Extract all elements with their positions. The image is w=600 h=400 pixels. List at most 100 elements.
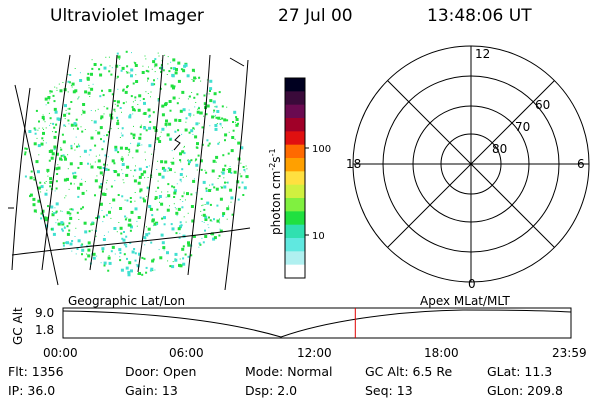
emission-dot (122, 161, 124, 162)
emission-dot (201, 237, 203, 239)
instrument-title: Ultraviolet Imager (50, 6, 204, 26)
emission-dot (177, 61, 181, 65)
emission-dot (116, 116, 119, 119)
emission-dot (167, 167, 170, 170)
emission-dot (102, 167, 105, 169)
emission-dot (208, 189, 212, 192)
emission-dot (226, 181, 229, 184)
emission-dot (143, 236, 147, 240)
gc-altitude: GC Alt: 6.5 Re (365, 364, 453, 379)
emission-dot (68, 123, 70, 125)
emission-dot (64, 157, 67, 161)
emission-dot (193, 96, 196, 99)
emission-dot (235, 116, 238, 119)
emission-dot (63, 248, 65, 249)
emission-dot (88, 84, 90, 86)
emission-dot (220, 119, 222, 120)
emission-dot (49, 90, 52, 93)
colorbar-cell (285, 171, 305, 186)
emission-dot (166, 208, 170, 212)
emission-dot (148, 205, 152, 208)
emission-dot (203, 131, 205, 133)
emission-dot (107, 168, 110, 171)
emission-dot (110, 217, 112, 219)
emission-dot (201, 126, 204, 129)
emission-dot (75, 118, 78, 121)
emission-dot (182, 69, 186, 73)
emission-dot (25, 147, 28, 150)
emission-dot (105, 56, 107, 58)
emission-dot (91, 59, 93, 61)
emission-dot (161, 113, 165, 117)
emission-dot (173, 186, 176, 189)
emission-dot (139, 100, 141, 102)
emission-dot (186, 192, 189, 196)
emission-dot (180, 68, 183, 71)
emission-dot (194, 106, 196, 108)
emission-dot (237, 141, 241, 145)
emission-dot (177, 227, 181, 231)
emission-dot (162, 69, 165, 72)
mlt-label-12: 12 (475, 47, 490, 61)
emission-dot (129, 72, 131, 74)
emission-dot (103, 135, 105, 137)
emission-dot (126, 165, 130, 169)
emission-dot (188, 109, 190, 111)
emission-dot (77, 98, 79, 100)
emission-dot (145, 159, 146, 161)
emission-dot (149, 207, 153, 211)
emission-dot (134, 200, 136, 202)
emission-dot (81, 178, 83, 180)
emission-dot (118, 58, 120, 60)
emission-dot (116, 231, 118, 233)
emission-dot (140, 172, 144, 176)
emission-dot (132, 133, 136, 137)
emission-dot (76, 211, 79, 214)
emission-dot (59, 89, 63, 93)
emission-dot (222, 212, 226, 216)
emission-dot (95, 217, 98, 219)
emission-dot (67, 80, 70, 83)
emission-dot (136, 264, 140, 268)
emission-dot (152, 270, 154, 272)
emission-dot (196, 93, 199, 96)
emission-dot (90, 110, 92, 111)
emission-dot (98, 166, 102, 170)
emission-dot (81, 191, 85, 195)
emission-dot (203, 102, 207, 106)
emission-dot (167, 191, 169, 193)
emission-dot (58, 83, 60, 85)
emission-dot (191, 68, 195, 72)
emission-dot (67, 91, 69, 93)
emission-dot (162, 246, 166, 250)
emission-dot (40, 217, 43, 220)
emission-dot (137, 142, 141, 146)
emission-dot (28, 130, 32, 133)
emission-dot (120, 157, 124, 161)
emission-dot (132, 101, 134, 103)
emission-dot (215, 155, 219, 159)
emission-dot (198, 107, 200, 110)
emission-dot (166, 133, 170, 137)
emission-dot (108, 56, 110, 58)
emission-dot (176, 102, 179, 105)
emission-dot (193, 178, 195, 180)
emission-dot (184, 199, 186, 201)
emission-dot (50, 156, 54, 160)
emission-dot (111, 159, 115, 163)
emission-dot (33, 177, 35, 179)
emission-dot (196, 142, 199, 146)
emission-dot (60, 158, 63, 161)
emission-dot (226, 218, 228, 220)
emission-dot (110, 250, 113, 253)
emission-dot (205, 113, 208, 116)
emission-dot (167, 63, 169, 65)
emission-dot (145, 166, 148, 168)
emission-dot (50, 205, 54, 209)
emission-dot (102, 140, 105, 143)
emission-dot (216, 204, 219, 207)
emission-dot (211, 169, 215, 173)
emission-dot (63, 178, 67, 182)
emission-dot (67, 154, 69, 156)
emission-dot (100, 262, 102, 264)
